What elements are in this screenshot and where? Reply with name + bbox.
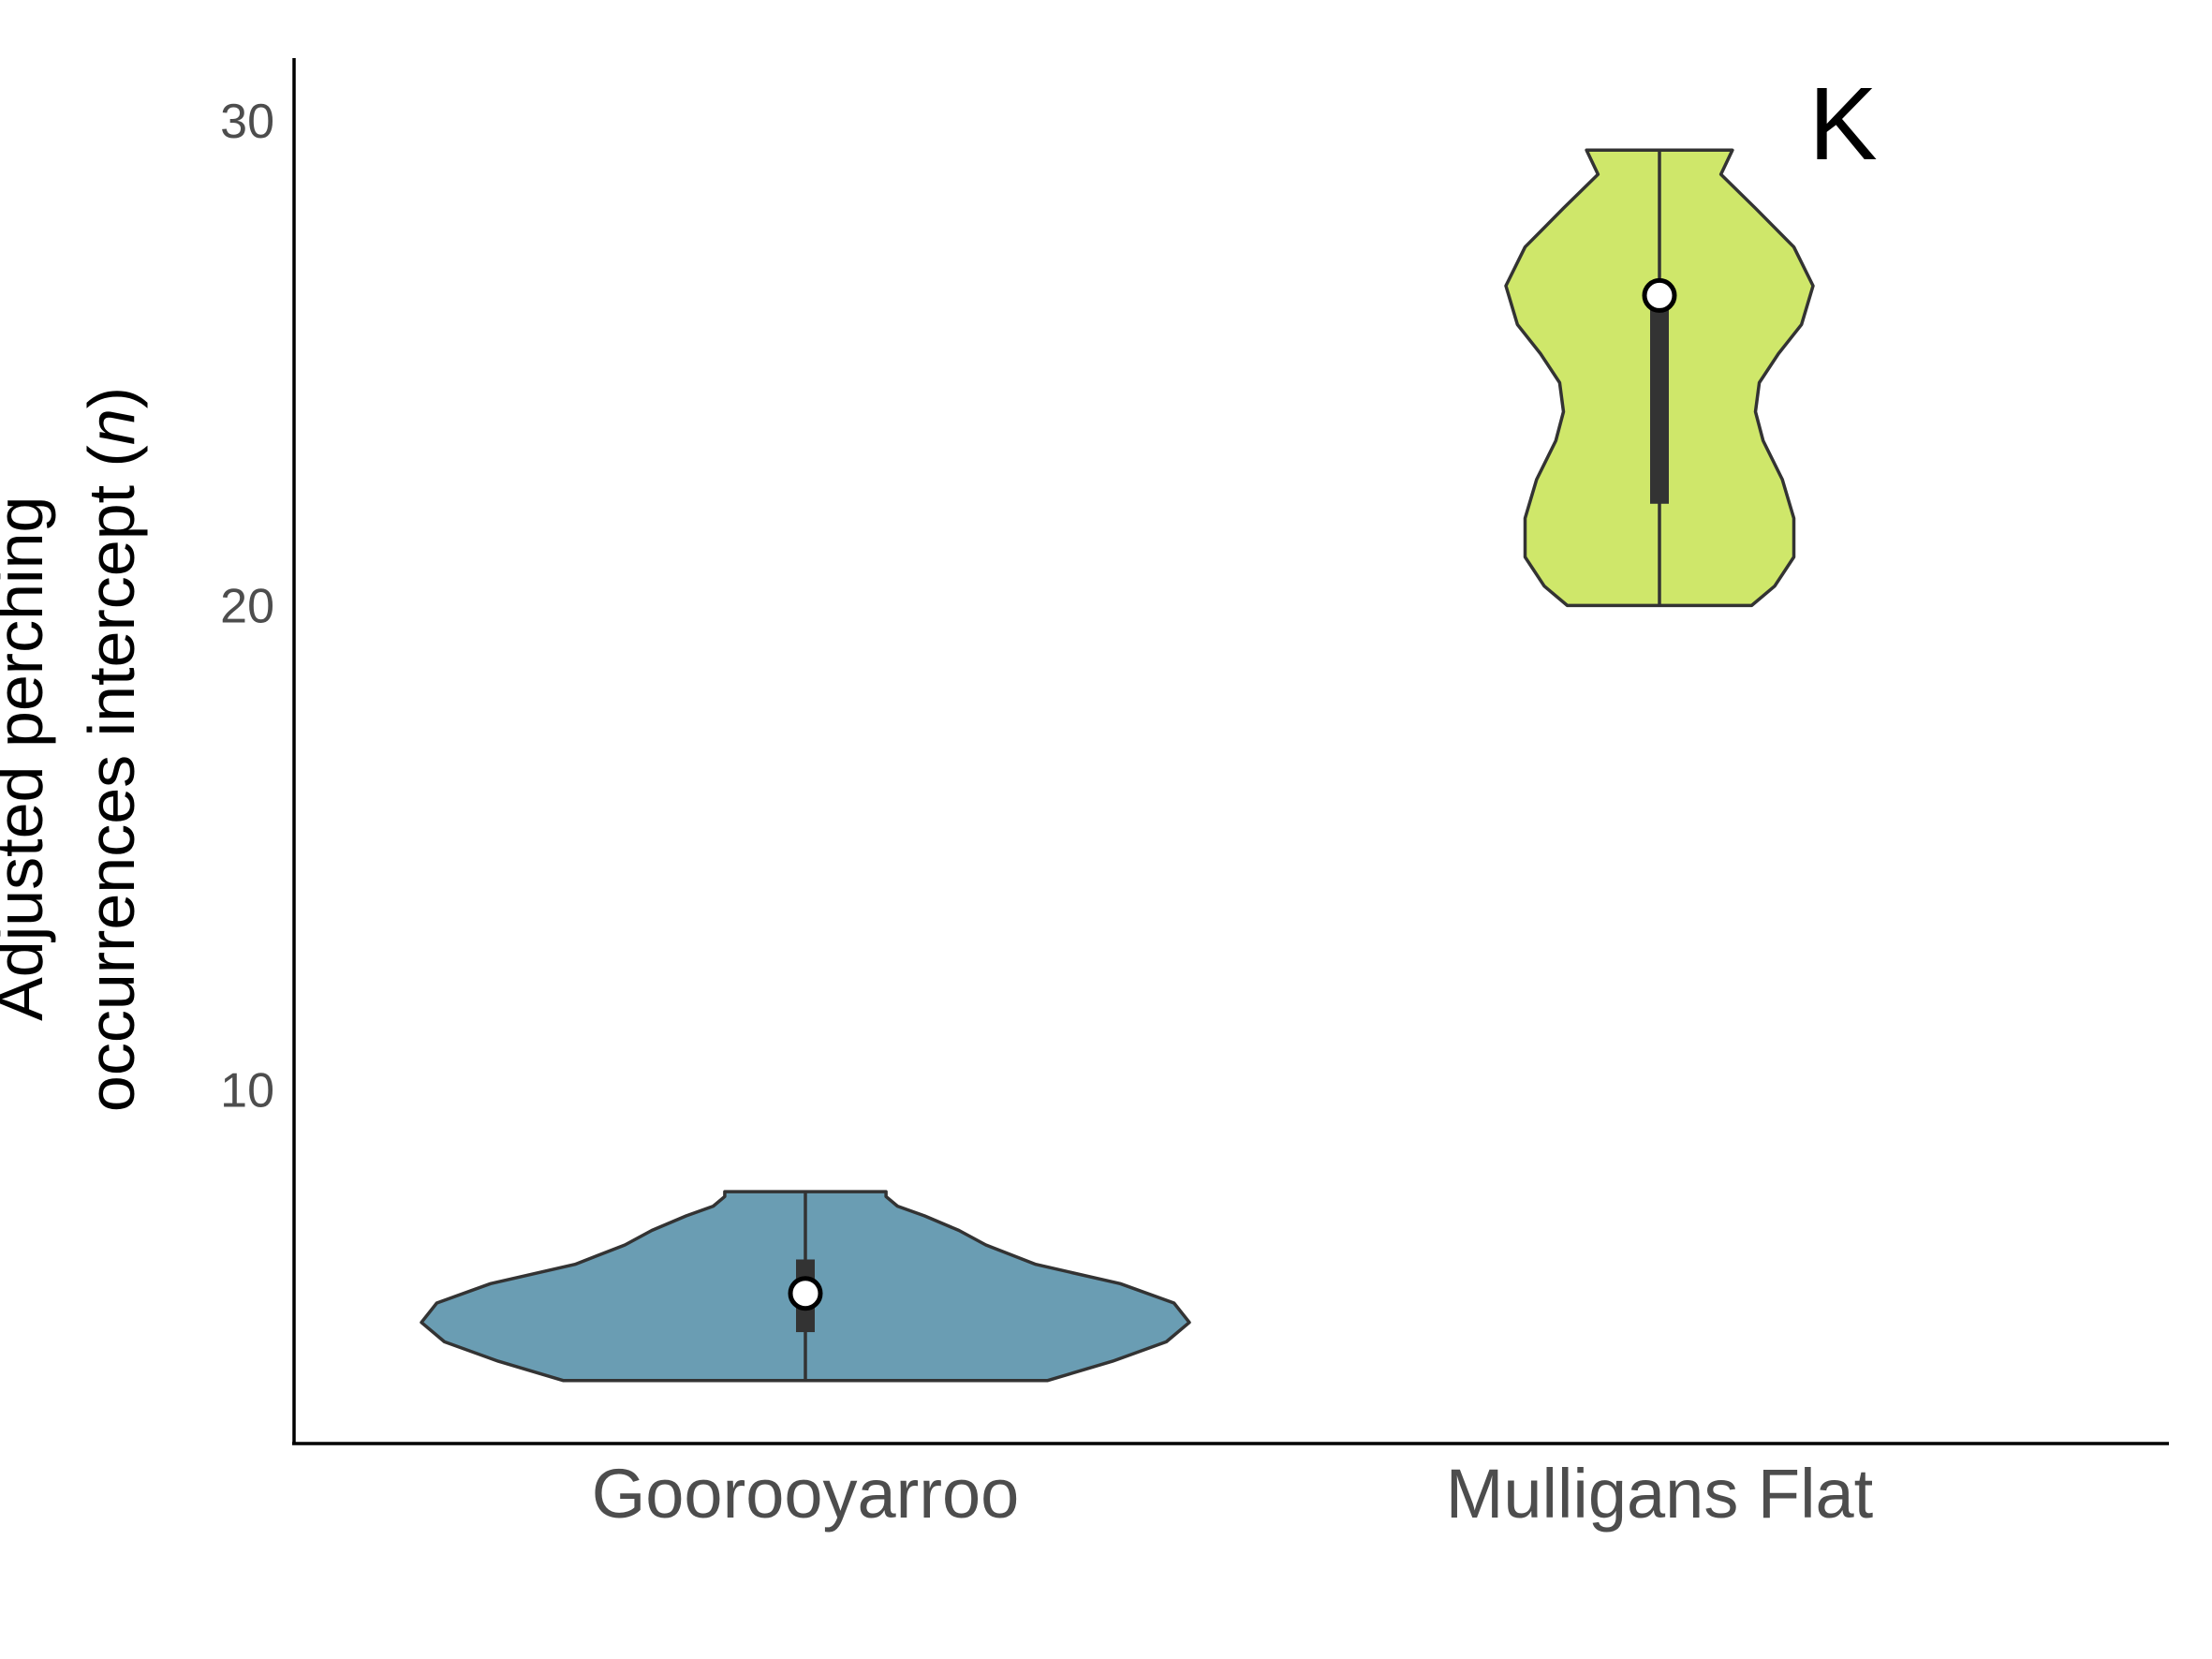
x-category-labels: Goorooyarroo Mulligans Flat bbox=[592, 1455, 1874, 1533]
y-axis-title-suffix: ) bbox=[75, 387, 148, 408]
panel-label: K bbox=[1808, 67, 1877, 182]
y-axis-title-line1: Adjusted perching bbox=[0, 496, 56, 1021]
y-tick-label: 20 bbox=[220, 579, 274, 633]
mean-point bbox=[788, 1276, 823, 1311]
y-axis-title-prefix: occurrences intercept ( bbox=[75, 445, 148, 1112]
y-tick-labels: 10 20 30 bbox=[220, 95, 274, 1118]
y-axis-title-variable: n bbox=[75, 408, 148, 445]
y-axis-title-line2: occurrences intercept (n) bbox=[75, 387, 148, 1112]
x-category-label: Goorooyarroo bbox=[592, 1455, 1020, 1533]
violin-group bbox=[1504, 148, 1815, 608]
y-tick-label: 10 bbox=[220, 1063, 274, 1118]
y-axis-title: Adjusted perching occurrences intercept … bbox=[0, 387, 148, 1112]
violin-group bbox=[420, 1190, 1191, 1383]
violin-layer bbox=[420, 148, 1815, 1383]
x-category-label: Mulligans Flat bbox=[1446, 1455, 1874, 1533]
iqr-bar bbox=[1650, 280, 1669, 504]
mean-point bbox=[1642, 277, 1677, 313]
y-tick-label: 30 bbox=[220, 95, 274, 149]
